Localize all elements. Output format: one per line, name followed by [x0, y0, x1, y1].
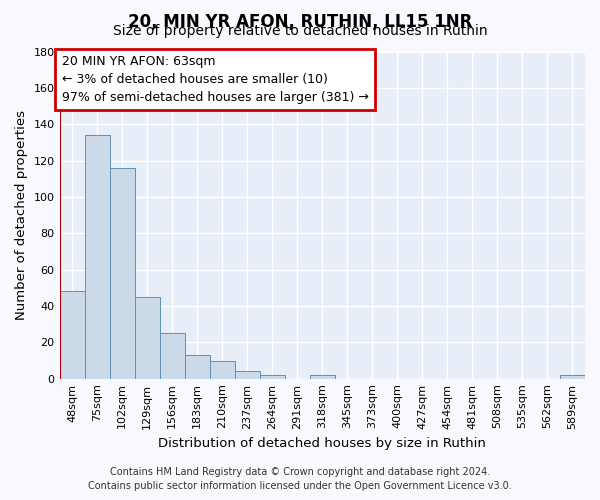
Text: Contains HM Land Registry data © Crown copyright and database right 2024.
Contai: Contains HM Land Registry data © Crown c… [88, 467, 512, 491]
Bar [209, 360, 235, 378]
Bar [235, 372, 260, 378]
Text: 20 MIN YR AFON: 63sqm
← 3% of detached houses are smaller (10)
97% of semi-detac: 20 MIN YR AFON: 63sqm ← 3% of detached h… [62, 55, 368, 104]
Bar [110, 168, 134, 378]
Bar [160, 333, 185, 378]
Bar [560, 375, 585, 378]
Text: Size of property relative to detached houses in Ruthin: Size of property relative to detached ho… [113, 24, 487, 38]
Y-axis label: Number of detached properties: Number of detached properties [15, 110, 28, 320]
Bar [260, 375, 285, 378]
Bar [310, 375, 335, 378]
Bar [185, 355, 209, 378]
X-axis label: Distribution of detached houses by size in Ruthin: Distribution of detached houses by size … [158, 437, 486, 450]
Text: 20, MIN YR AFON, RUTHIN, LL15 1NR: 20, MIN YR AFON, RUTHIN, LL15 1NR [128, 12, 472, 30]
Bar [85, 135, 110, 378]
Bar [134, 297, 160, 378]
Bar [59, 292, 85, 378]
